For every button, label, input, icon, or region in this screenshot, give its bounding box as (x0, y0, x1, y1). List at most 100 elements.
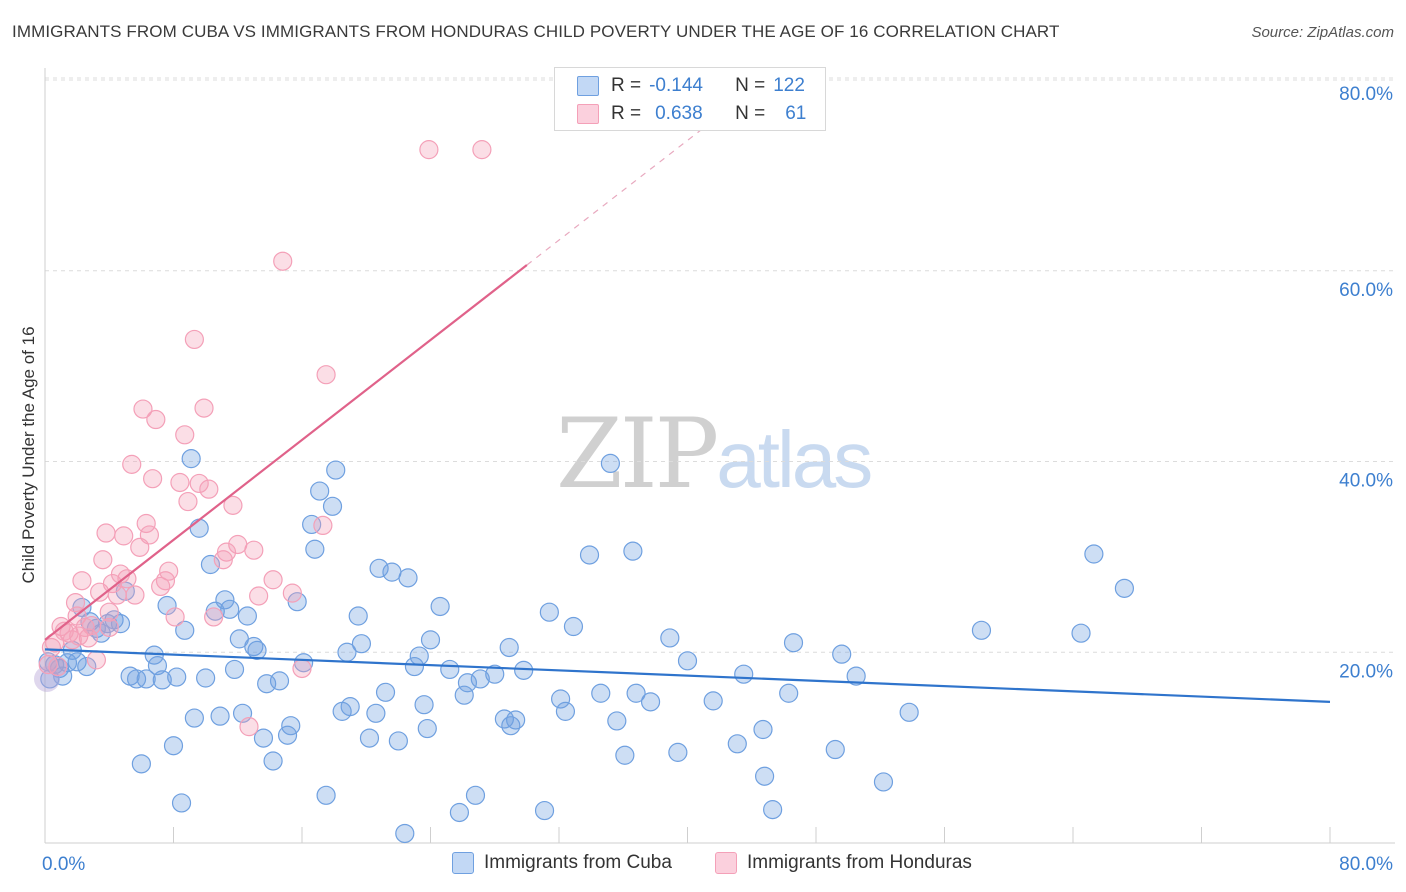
cuba-point (414, 695, 434, 715)
cuba-point (660, 628, 680, 648)
honduras-point (99, 602, 119, 622)
honduras-point (189, 473, 209, 494)
cuba-point (534, 800, 555, 821)
cuba-point (873, 772, 894, 792)
watermark-zip: ZIP (556, 398, 719, 510)
y-tick-label: 60.0% (1339, 280, 1393, 301)
cuba-point (779, 683, 799, 703)
cuba-point (1071, 623, 1091, 643)
cuba-point (485, 664, 505, 684)
y-axis-label: Child Poverty Under the Age of 16 (19, 326, 38, 583)
cuba-point (640, 692, 661, 712)
cuba-point (440, 659, 460, 680)
honduras-r-label: R = (611, 103, 642, 124)
cuba-legend-label: Immigrants from Cuba (484, 852, 672, 873)
legend-item-cuba[interactable]: Immigrants from Cuba (452, 852, 672, 874)
honduras-point (263, 570, 283, 590)
honduras-legend-swatch (715, 852, 737, 874)
honduras-point (292, 658, 312, 679)
cuba-point (220, 599, 240, 619)
x-tick-label-min: 0.0% (42, 854, 85, 875)
y-tick-label: 20.0% (1339, 661, 1393, 682)
cuba-point (514, 660, 534, 680)
cuba-point (152, 670, 172, 690)
cuba-point (615, 745, 635, 765)
cuba-point (555, 701, 576, 721)
cuba-point (607, 711, 627, 731)
cuba-point (348, 606, 368, 626)
honduras-point (184, 329, 204, 350)
honduras-point (194, 398, 214, 418)
cuba-point (398, 568, 418, 588)
honduras-r-value: 0.638 (655, 103, 703, 124)
honduras-point (223, 495, 243, 515)
series-legend: Immigrants from Cuba Immigrants from Hon… (0, 852, 1406, 878)
cuba-point (167, 667, 187, 687)
cuba-point (253, 728, 274, 748)
cuba-point (310, 481, 330, 501)
honduras-points (38, 140, 492, 737)
tick-labels: 20.0% 40.0% 60.0% 80.0% 0.0% 80.0% (42, 84, 1393, 875)
legend-item-honduras[interactable]: Immigrants from Honduras (715, 852, 972, 874)
cuba-point (783, 633, 804, 653)
cuba-point (832, 644, 852, 664)
cuba-point (551, 689, 571, 709)
cuba-trend-line (44, 648, 1331, 703)
cuba-point (77, 656, 97, 677)
honduras-point (146, 409, 166, 430)
cuba-point (734, 664, 754, 684)
cuba-point (157, 595, 177, 616)
cuba-point (499, 637, 519, 658)
legend-row-cuba: R = -0.144 N = 122 (577, 73, 805, 99)
cuba-point (539, 602, 559, 622)
honduras-point (316, 365, 336, 385)
cuba-point (375, 682, 396, 702)
cuba-point (465, 785, 486, 805)
cuba-point (506, 710, 526, 730)
chart-title: IMMIGRANTS FROM CUBA VS IMMIGRANTS FROM … (12, 22, 1060, 41)
cuba-points (34, 449, 1135, 844)
cuba-point (449, 802, 470, 823)
source-label: Source: ZipAtlas.com (1251, 24, 1394, 41)
watermark: ZIPatlas (556, 398, 873, 510)
cuba-point (388, 731, 408, 751)
cuba-point (263, 751, 283, 771)
cuba-point (184, 708, 204, 728)
x-tick-label-max: 80.0% (1339, 854, 1393, 875)
honduras-point (143, 469, 163, 489)
cuba-point (417, 718, 437, 739)
cuba-point (623, 541, 643, 561)
cuba-point (763, 800, 783, 820)
cuba-point (846, 666, 866, 686)
honduras-point (228, 534, 248, 555)
honduras-legend-label: Immigrants from Honduras (747, 852, 972, 873)
honduras-point (244, 540, 264, 560)
legend-row-honduras: R = 0.638 N = 61 (577, 101, 806, 127)
cuba-point (67, 652, 87, 672)
honduras-point (273, 251, 293, 271)
cuba-point (147, 656, 168, 676)
honduras-point (199, 479, 219, 499)
cuba-point (316, 785, 336, 805)
cuba-point (727, 734, 747, 754)
cuba-point (200, 554, 221, 575)
honduras-point (117, 569, 137, 589)
honduras-point (170, 472, 190, 493)
cuba-point (563, 616, 584, 637)
honduras-point (122, 454, 142, 474)
honduras-point (78, 628, 98, 648)
cuba-point (247, 640, 267, 660)
cuba-r-label: R = (611, 75, 642, 96)
y-tick-label: 40.0% (1339, 471, 1393, 492)
cuba-point (454, 685, 474, 705)
honduras-point (472, 140, 492, 160)
honduras-point (165, 607, 185, 627)
honduras-point (136, 513, 156, 534)
cuba-point (189, 518, 209, 538)
cuba-point (369, 558, 389, 578)
cuba-point (57, 653, 78, 673)
cuba-point (470, 669, 490, 689)
cuba-point (366, 703, 386, 723)
cuba-point (351, 634, 372, 654)
